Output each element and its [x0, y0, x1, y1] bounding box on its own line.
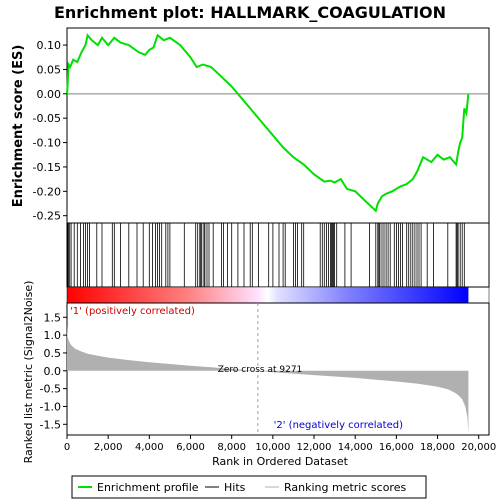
es-y-tick-label: -0.05 [33, 112, 61, 125]
hits-panel-frame [66, 222, 490, 288]
x-tick-label: 18,000 [420, 442, 455, 453]
metric-x-ticks: 0 2,000 4,000 6,000 8,000 10,000 12,000 14,000 1… [64, 435, 496, 453]
ranking-metric-area [67, 324, 469, 434]
zero-cross-label: Zero cross at 9271 [218, 365, 303, 375]
es-y-tick-label: -0.20 [33, 185, 61, 198]
metric-y-ticks: 1.5 1.0 0.5 0.0 -0.5 -1.0 -1.5 [40, 311, 67, 431]
x-tick-label: 20,000 [461, 442, 496, 453]
es-panel: 0.10 0.05 0.00 -0.05 -0.10 -0.15 -0.20 -0.25 En… [11, 27, 490, 224]
legend-hits-label: Hits [224, 481, 246, 494]
legend-enrichment-label: Enrichment profile [97, 481, 199, 494]
legend: Enrichment profile Hits Ranking metric s… [71, 475, 427, 499]
metric-x-axis-label: Rank in Ordered Dataset [212, 455, 349, 468]
negative-correlation-label: '2' (negatively correlated) [274, 420, 403, 431]
x-tick-label: 0 [64, 442, 70, 453]
metric-y-tick-label: -1.0 [40, 400, 61, 413]
x-tick-label: 4,000 [135, 442, 164, 453]
es-y-axis-label: Enrichment score (ES) [11, 45, 26, 208]
positive-correlation-label: '1' (positively correlated) [70, 306, 195, 317]
enrichment-profile-line [66, 33, 470, 213]
metric-y-tick-label: 0.0 [44, 365, 62, 378]
metric-y-tick-label: -0.5 [40, 383, 61, 396]
color-band-gradient [67, 287, 469, 303]
x-tick-label: 6,000 [176, 442, 205, 453]
x-tick-label: 14,000 [338, 442, 373, 453]
legend-ranking-label: Ranking metric scores [284, 481, 406, 494]
metric-panel: 1.5 1.0 0.5 0.0 -0.5 -1.0 -1.5 0 2,000 4,000 6,00… [22, 281, 496, 468]
x-tick-label: 2,000 [94, 442, 123, 453]
es-y-ticks: 0.10 0.05 0.00 -0.05 -0.10 -0.15 -0.20 -0.25 [33, 39, 67, 223]
hits-panel [66, 222, 490, 288]
hit-marks [67, 223, 465, 287]
rank-color-band [66, 286, 490, 304]
x-tick-label: 8,000 [217, 442, 246, 453]
metric-y-axis-label: Ranked list metric (Signal2Noise) [22, 281, 35, 464]
metric-y-tick-label: 0.5 [44, 347, 62, 360]
es-y-tick-label: -0.25 [33, 210, 61, 223]
es-y-tick-label: 0.00 [37, 88, 62, 101]
es-panel-frame [66, 27, 490, 224]
x-tick-label: 12,000 [297, 442, 332, 453]
x-tick-label: 16,000 [379, 442, 414, 453]
metric-y-tick-label: 1.5 [44, 311, 62, 324]
es-y-tick-label: -0.15 [33, 161, 61, 174]
chart-title: Enrichment plot: HALLMARK_COAGULATION [54, 3, 446, 22]
x-tick-label: 10,000 [255, 442, 290, 453]
es-y-tick-label: 0.10 [37, 39, 62, 52]
legend-frame [71, 475, 427, 499]
metric-y-tick-label: -1.5 [40, 418, 61, 431]
metric-y-tick-label: 1.0 [44, 329, 62, 342]
es-y-tick-label: 0.05 [37, 63, 62, 76]
es-y-tick-label: -0.10 [33, 137, 61, 150]
